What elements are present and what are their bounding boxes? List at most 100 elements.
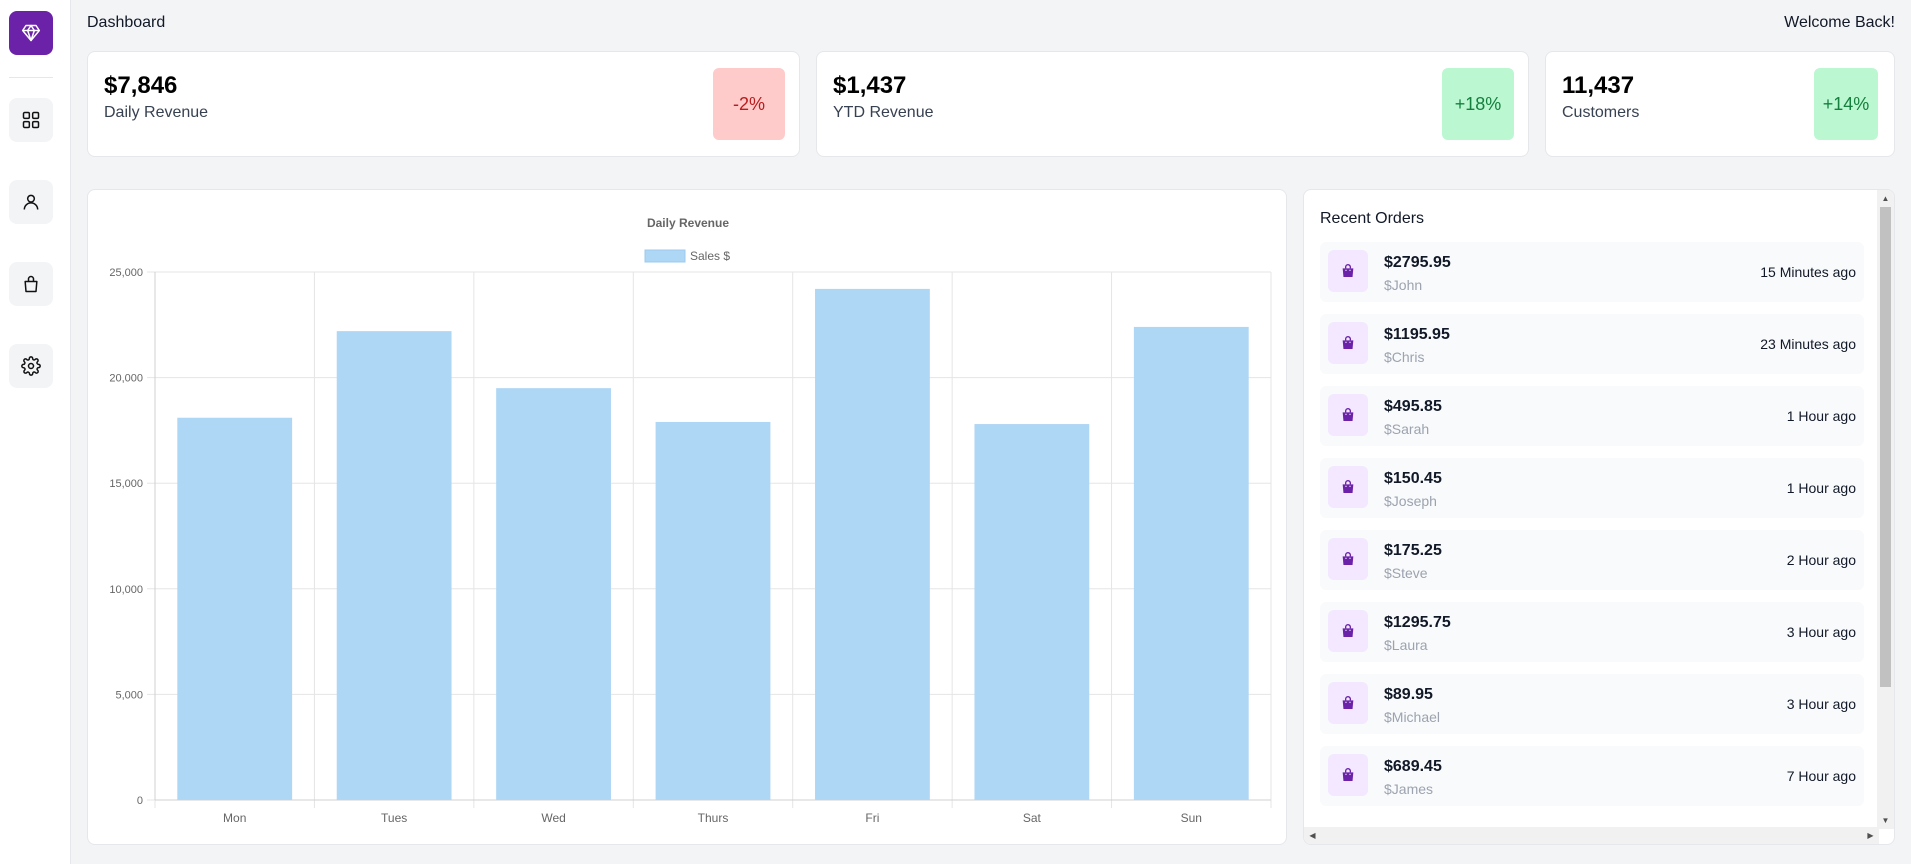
order-icon-wrap <box>1328 538 1368 580</box>
shopping-bag-icon <box>1342 552 1354 565</box>
recent-orders-list: $2795.95 $John 15 Minutes ago $1195.95 $Chri… <box>1320 242 1864 818</box>
order-icon-wrap <box>1328 682 1368 724</box>
order-time: 3 Hour ago <box>1786 624 1856 640</box>
order-customer: $James <box>1384 781 1434 797</box>
order-icon-wrap <box>1328 394 1368 436</box>
order-time: 7 Hour ago <box>1786 768 1856 784</box>
order-customer: $Sarah <box>1384 421 1430 437</box>
logo[interactable] <box>9 11 53 55</box>
order-customer: $Michael <box>1384 709 1441 725</box>
bar-tues[interactable] <box>336 331 452 800</box>
recent-orders-panel: Recent Orders $2795.95 $John 15 Minutes ag… <box>1303 189 1895 845</box>
bar-thurs[interactable] <box>655 421 771 800</box>
sidebar-item-dashboard[interactable] <box>9 98 53 142</box>
x-tick-label: Sat <box>1023 811 1042 825</box>
chart-title: Daily Revenue <box>647 216 729 230</box>
order-customer: $John <box>1384 277 1423 293</box>
recent-orders-title: Recent Orders <box>1320 210 1425 227</box>
bar-wed[interactable] <box>496 388 611 800</box>
shopping-bag-icon <box>1342 768 1354 781</box>
x-tick-label: Mon <box>223 811 246 825</box>
scroll-down-arrow-icon[interactable]: ▼ <box>1881 816 1890 825</box>
order-icon-wrap <box>1328 322 1368 364</box>
bar-fri[interactable] <box>815 288 930 800</box>
order-item[interactable]: $1195.95 $Chris 23 Minutes ago <box>1320 314 1864 374</box>
y-tick-label: 25,000 <box>109 267 143 279</box>
stat-label: YTD Revenue <box>833 104 934 121</box>
order-amount: $1295.75 <box>1384 614 1451 631</box>
x-tick-label: Thurs <box>698 811 729 825</box>
stat-label: Customers <box>1562 104 1640 121</box>
shopping-bag-icon <box>1342 624 1354 637</box>
shopping-bag-icon <box>24 275 38 293</box>
order-time: 3 Hour ago <box>1786 696 1856 712</box>
vertical-scrollbar[interactable]: ▲ ▼ <box>1877 190 1894 829</box>
user-icon <box>23 194 39 210</box>
sidebar-divider <box>9 77 53 78</box>
shopping-bag-icon <box>1342 408 1354 421</box>
order-item[interactable]: $495.85 $Sarah 1 Hour ago <box>1320 386 1864 446</box>
gem-icon <box>21 24 41 42</box>
scroll-up-arrow-icon[interactable]: ▲ <box>1881 194 1890 203</box>
order-amount: $495.85 <box>1384 398 1442 415</box>
stat-label: Daily Revenue <box>104 104 209 121</box>
order-amount: $1195.95 <box>1384 326 1450 343</box>
x-tick-label: Fri <box>865 811 879 825</box>
y-tick-label: 0 <box>137 795 143 807</box>
scroll-left-arrow-icon[interactable]: ◀ <box>1309 831 1316 840</box>
order-customer: $Chris <box>1384 349 1425 365</box>
daily-revenue-chart: Daily Revenue Sales $ 0 5,000 10,000 15,000 20… <box>109 216 1272 825</box>
stat-change-badge: -2% <box>713 68 785 140</box>
stat-card-ytd-revenue: $1,437 YTD Revenue +18% <box>816 51 1529 157</box>
stat-value: $1,437 <box>833 72 907 99</box>
vertical-scrollbar-thumb[interactable] <box>1880 207 1891 687</box>
legend-label: Sales $ <box>690 249 730 263</box>
order-icon-wrap <box>1328 466 1368 508</box>
order-item[interactable]: $150.45 $Joseph 1 Hour ago <box>1320 458 1864 518</box>
order-amount: $2795.95 <box>1384 254 1451 271</box>
shopping-bag-icon <box>1342 696 1354 709</box>
stat-change-badge: +14% <box>1814 68 1878 140</box>
sidebar <box>0 0 71 864</box>
order-icon-wrap <box>1328 610 1368 652</box>
sidebar-item-settings[interactable] <box>9 344 53 388</box>
order-item[interactable]: $89.95 $Michael 3 Hour ago <box>1320 674 1864 734</box>
order-time: 2 Hour ago <box>1786 552 1856 568</box>
welcome-message: Welcome Back! <box>1784 14 1895 31</box>
order-time: 1 Hour ago <box>1786 480 1856 496</box>
shopping-bag-icon <box>1342 336 1354 349</box>
x-tick-label: Sun <box>1181 811 1202 825</box>
y-tick-label: 5,000 <box>115 689 143 701</box>
order-item[interactable]: $175.25 $Steve 2 Hour ago <box>1320 530 1864 590</box>
sidebar-item-users[interactable] <box>9 180 53 224</box>
order-item[interactable]: $2795.95 $John 15 Minutes ago <box>1320 242 1864 302</box>
order-amount: $150.45 <box>1384 470 1442 487</box>
bar-mon[interactable] <box>177 417 293 800</box>
order-item[interactable]: $689.45 $James 7 Hour ago <box>1320 746 1864 806</box>
bar-sat[interactable] <box>974 424 1090 800</box>
daily-revenue-chart-panel: Daily Revenue Sales $ 0 5,000 10,000 15,000 20… <box>87 189 1287 845</box>
scroll-right-arrow-icon[interactable]: ▶ <box>1867 831 1874 840</box>
y-tick-label: 15,000 <box>109 478 143 490</box>
x-tick-label: Tues <box>381 811 407 825</box>
order-amount: $175.25 <box>1384 542 1442 559</box>
order-time: 15 Minutes ago <box>1760 264 1856 280</box>
order-time: 23 Minutes ago <box>1760 336 1856 352</box>
order-customer: $Steve <box>1384 565 1428 581</box>
stat-card-customers: 11,437 Customers +14% <box>1545 51 1895 157</box>
stat-change-badge: +18% <box>1442 68 1514 140</box>
gear-icon <box>21 356 41 376</box>
y-tick-label: 10,000 <box>109 584 143 596</box>
order-icon-wrap <box>1328 250 1368 292</box>
bar-sun[interactable] <box>1133 326 1249 800</box>
stat-card-daily-revenue: $7,846 Daily Revenue -2% <box>87 51 800 157</box>
grid-icon <box>22 111 40 129</box>
shopping-bag-icon <box>1342 264 1354 277</box>
horizontal-scrollbar[interactable]: ◀ ▶ <box>1304 827 1879 844</box>
sidebar-item-orders[interactable] <box>9 262 53 306</box>
stat-value: 11,437 <box>1562 72 1635 99</box>
order-time: 1 Hour ago <box>1786 408 1856 424</box>
order-icon-wrap <box>1328 754 1368 796</box>
order-item[interactable]: $1295.75 $Laura 3 Hour ago <box>1320 602 1864 662</box>
shopping-bag-icon <box>1342 480 1354 493</box>
